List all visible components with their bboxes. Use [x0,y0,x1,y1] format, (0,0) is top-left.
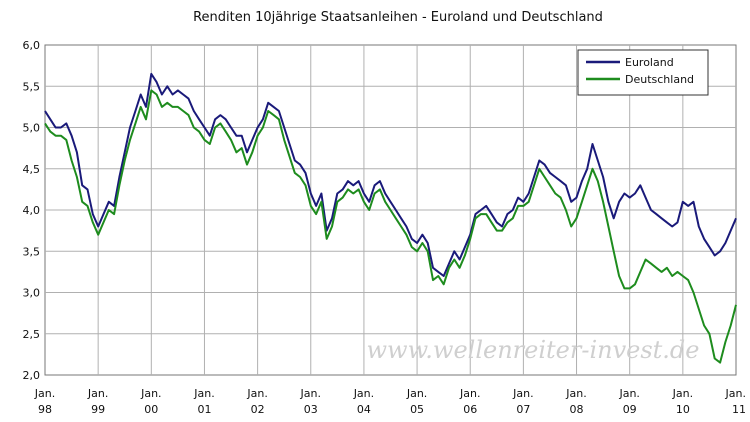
legend-box [577,49,709,96]
y-tick-label: 2,0 [23,369,41,382]
x-tick-month: Jan. [565,387,586,400]
x-axis: Jan. 98 Jan. 99 Jan. 00 Jan. 01 Jan. 02 Jan. 03 Jan.… [34,387,746,416]
y-tick-label: 5,0 [23,122,41,135]
x-tick-month: Jan. [34,387,55,400]
x-tick-month: Jan. [725,387,746,400]
x-tick-month: Jan. [87,387,108,400]
x-tick-year: 00 [144,403,158,416]
y-axis: 2,0 2,5 3,0 3,5 4,0 4,5 5,0 5,5 6,0 [23,39,41,382]
x-tick-year: 05 [410,403,424,416]
x-tick-month: Jan. [193,387,214,400]
x-tick-year: 11 [732,403,746,416]
y-tick-label: 4,5 [23,163,41,176]
x-tick-month: Jan. [512,387,533,400]
x-tick-year: 98 [38,403,52,416]
x-tick-month: Jan. [300,387,321,400]
y-tick-label: 4,0 [23,204,41,217]
y-tick-label: 5,5 [23,80,41,93]
y-tick-label: 6,0 [23,39,41,52]
x-tick-year: 02 [251,403,265,416]
series-layer [44,72,737,364]
x-tick-year: 07 [516,403,530,416]
watermark: www.wellenreiter-invest.de [367,336,700,364]
x-tick-year: 01 [197,403,211,416]
x-tick-month: Jan. [246,387,267,400]
x-tick-month: Jan. [406,387,427,400]
series-line-euroland [44,72,737,277]
legend-label: Deutschland [625,73,694,86]
chart-title: Renditen 10jährige Staatsanleihen - Euro… [193,10,603,25]
x-tick-month: Jan. [672,387,693,400]
x-tick-month: Jan. [353,387,374,400]
x-tick-year: 99 [91,403,105,416]
x-tick-year: 08 [570,403,584,416]
x-tick-month: Jan. [140,387,161,400]
y-tick-label: 3,5 [23,245,41,258]
x-tick-month: Jan. [459,387,480,400]
legend: Euroland Deutschland [577,49,709,96]
x-tick-year: 10 [676,403,690,416]
series-line-deutschland [44,89,737,364]
y-tick-label: 2,5 [23,328,41,341]
x-tick-year: 04 [357,403,371,416]
legend-label: Euroland [625,56,674,69]
x-tick-year: 09 [623,403,637,416]
x-tick-year: 06 [463,403,477,416]
y-tick-label: 3,0 [23,287,41,300]
x-tick-year: 03 [304,403,318,416]
x-tick-month: Jan. [618,387,639,400]
